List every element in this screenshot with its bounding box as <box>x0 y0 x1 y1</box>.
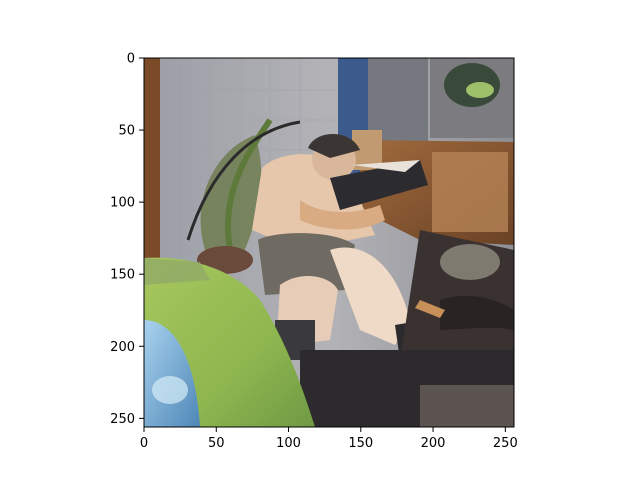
y-axis: 0 50 100 150 200 250 <box>110 52 144 427</box>
x-tick-label: 0 <box>140 436 148 451</box>
photo <box>144 58 514 427</box>
y-tick-label: 100 <box>110 196 135 211</box>
y-tick-label: 250 <box>110 412 135 427</box>
x-tick-label: 150 <box>348 436 373 451</box>
y-tick-label: 50 <box>118 124 135 139</box>
x-axis: 0 50 100 150 200 250 <box>140 427 518 451</box>
axes-frame <box>143 57 515 428</box>
x-tick-label: 50 <box>208 436 225 451</box>
x-tick-label: 200 <box>421 436 446 451</box>
y-tick-label: 200 <box>110 340 135 355</box>
y-tick-label: 0 <box>127 52 135 67</box>
x-tick-label: 100 <box>276 436 301 451</box>
y-tick-label: 150 <box>110 268 135 283</box>
x-tick-label: 250 <box>493 436 518 451</box>
